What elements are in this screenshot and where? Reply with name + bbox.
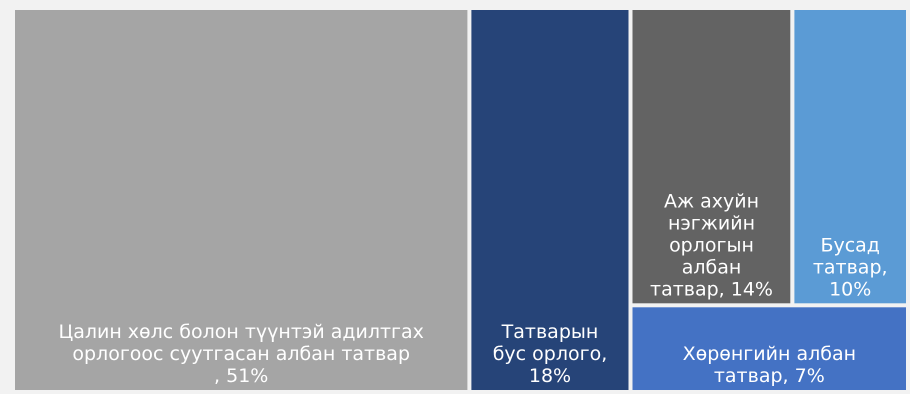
treemap-label-line: 10% xyxy=(829,278,871,300)
treemap-label-line: Бусад xyxy=(820,234,880,256)
treemap-label-line: бус орлого, xyxy=(493,343,608,365)
treemap-label-line: орлогын xyxy=(669,234,754,256)
treemap-label-line: татвар, 14% xyxy=(650,278,773,300)
treemap-label-line: Аж ахуйн xyxy=(664,190,759,212)
treemap-label-line: , 51% xyxy=(214,365,268,387)
treemap-label-4: Бусад татвар, 10% xyxy=(813,234,888,300)
treemap-label-line: Цалин хөлс болон түүнтэй адилтгах xyxy=(58,321,424,343)
treemap-tile-1 xyxy=(15,10,468,390)
treemap-tile-4 xyxy=(794,10,906,304)
treemap-tile-2 xyxy=(471,10,629,390)
treemap-label-3: Аж ахуйн нэгжийн орлогын албан татвар, 14% xyxy=(650,190,773,300)
treemap-label-line: албан xyxy=(682,256,742,278)
treemap-label-line: орлогоос суутгасан албан татвар xyxy=(72,343,410,365)
treemap-label-line: татвар, 7% xyxy=(714,365,825,387)
treemap-label-1: Цалин хөлс болон түүнтэй адилтгах орлогоо… xyxy=(58,321,424,387)
treemap-label-line: 18% xyxy=(529,365,571,387)
treemap-tile-5 xyxy=(632,307,906,390)
treemap-label-2: Татварын бус орлого, 18% xyxy=(493,321,608,387)
treemap-label-line: нэгжийн xyxy=(668,212,755,234)
treemap-label-line: татвар, xyxy=(813,256,888,278)
treemap-label-line: Татварын xyxy=(501,321,599,343)
treemap-tile-3 xyxy=(632,10,791,304)
treemap-label-line: Хөрөнгийн албан xyxy=(683,343,856,365)
treemap-label-5: Хөрөнгийн албан татвар, 7% xyxy=(683,343,856,387)
